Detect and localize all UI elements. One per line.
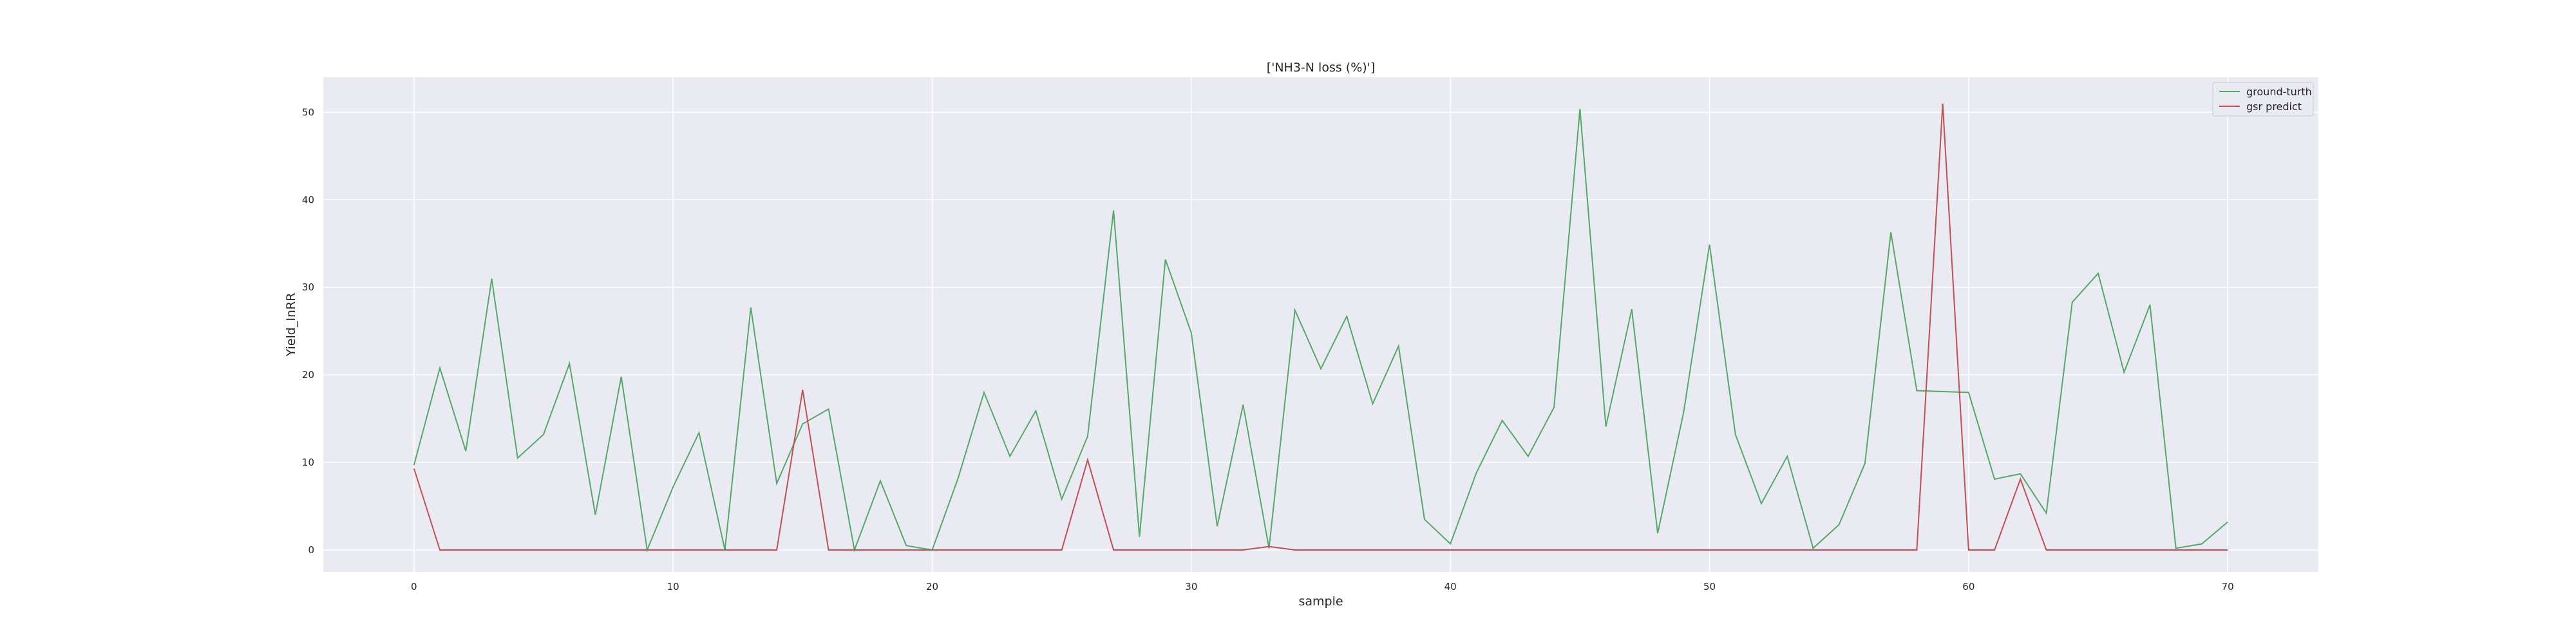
y-axis-label: Yield_InRR [284,293,298,357]
legend-label-ground-truth: ground-turth [2246,86,2312,98]
x-tick-label: 20 [926,581,938,592]
x-tick-label: 10 [667,581,679,592]
x-tick-label: 30 [1185,581,1197,592]
y-tick-label: 20 [302,369,314,381]
x-tick-label: 40 [1444,581,1457,592]
x-tick-label: 70 [2222,581,2234,592]
y-tick-label: 50 [302,106,314,118]
series-lines [413,103,2228,553]
legend-label-gsr-predict: gsr predict [2246,100,2302,113]
grid [323,77,2318,572]
tick-labels: 0 10 20 30 40 50 60 70 0 10 20 30 40 50 [302,106,2234,592]
y-tick-label: 0 [308,544,314,556]
x-tick-label: 50 [1703,581,1716,592]
x-tick-label: 60 [1962,581,1975,592]
y-tick-label: 40 [302,194,314,205]
y-tick-label: 10 [302,457,314,468]
x-tick-label: 0 [411,581,417,592]
legend: ground-turth gsr predict [2212,82,2314,117]
series-line-gsr-predict [413,103,2228,551]
plot-background [323,77,2318,572]
chart-title: ['NH3-N loss (%)'] [1267,61,1376,75]
x-axis-label: sample [1298,594,1343,609]
y-tick-label: 30 [302,281,314,293]
